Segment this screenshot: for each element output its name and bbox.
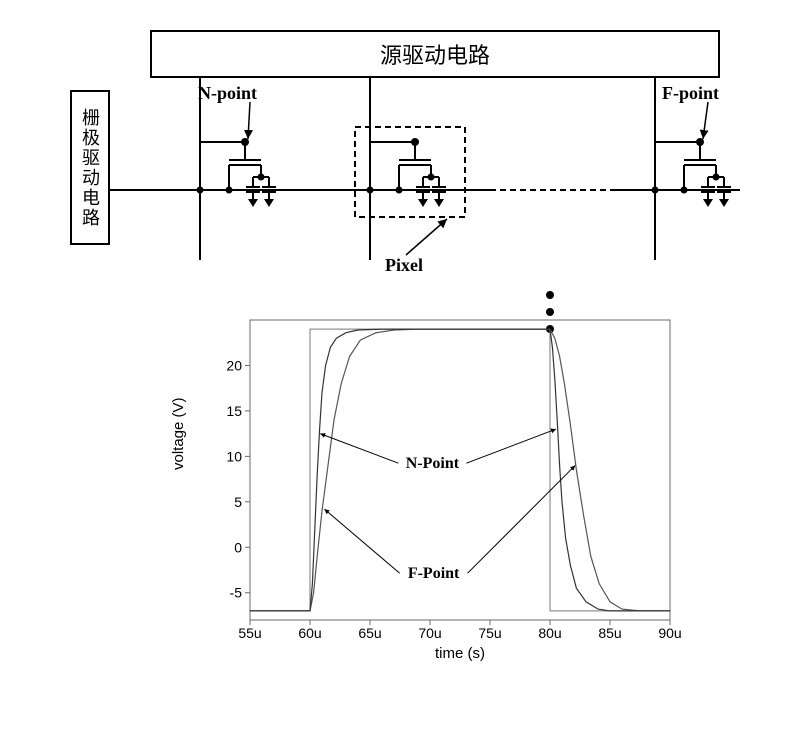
svg-text:60u: 60u	[298, 625, 321, 641]
svg-text:-5: -5	[230, 585, 243, 601]
svg-text:70u: 70u	[418, 625, 441, 641]
circuit-svg	[50, 30, 770, 340]
svg-text:15: 15	[226, 403, 242, 419]
chart: -5 0 5 10 15 20 55u 60u 65u 70u 75u 80u 85u 90u time (…	[180, 300, 700, 680]
svg-text:55u: 55u	[238, 625, 261, 641]
svg-text:0: 0	[234, 539, 242, 555]
circuit-diagram: 源驱动电路 栅极驱动电路 N-point F-point Pixel	[50, 30, 750, 290]
svg-text:90u: 90u	[658, 625, 681, 641]
svg-text:time (s): time (s)	[435, 645, 485, 662]
svg-text:10: 10	[226, 448, 242, 464]
svg-text:65u: 65u	[358, 625, 381, 641]
y-axis-label: voltage (V)	[170, 397, 187, 470]
svg-text:20: 20	[226, 357, 242, 373]
svg-text:F-Point: F-Point	[408, 565, 460, 582]
svg-text:85u: 85u	[598, 625, 621, 641]
svg-text:5: 5	[234, 494, 242, 510]
chart-svg: -5 0 5 10 15 20 55u 60u 65u 70u 75u 80u 85u 90u time (…	[180, 300, 700, 680]
svg-text:75u: 75u	[478, 625, 501, 641]
svg-text:N-Point: N-Point	[406, 455, 460, 472]
svg-text:80u: 80u	[538, 625, 561, 641]
